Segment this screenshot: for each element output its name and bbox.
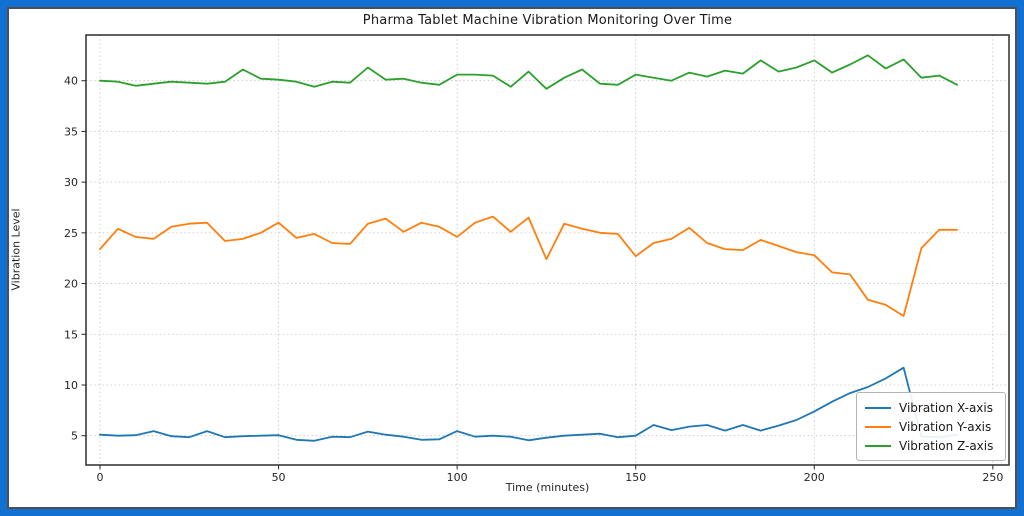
axes-spines — [85, 34, 1010, 466]
x-tick-label: 200 — [804, 471, 825, 484]
legend-label-x: Vibration X-axis — [899, 400, 993, 415]
legend-line-swatch-x — [865, 406, 891, 409]
line-vibration-x-axis — [99, 366, 958, 442]
x-tick-label: 250 — [982, 471, 1003, 484]
y-tick-label: 20 — [64, 278, 78, 291]
x-tick-label: 50 — [272, 471, 286, 484]
y-axis-label: Vibration Level — [9, 208, 23, 291]
y-tick-label: 40 — [64, 75, 78, 88]
y-tick-label: 5 — [71, 430, 78, 443]
legend-label-z: Vibration Z-axis — [899, 438, 994, 453]
y-tick-label: 35 — [64, 125, 78, 138]
line-vibration-z-axis — [99, 54, 958, 90]
line-vibration-y-axis — [99, 215, 958, 317]
x-axis-label: Time (minutes) — [505, 481, 590, 494]
y-tick-label: 25 — [64, 227, 78, 240]
y-tick-label: 10 — [64, 379, 78, 392]
legend-line-swatch-z — [865, 444, 891, 447]
legend-item-x: Vibration X-axis — [865, 398, 996, 417]
y-tick-label: 15 — [64, 328, 78, 341]
legend-label-y: Vibration Y-axis — [899, 419, 992, 434]
chart-title: Pharma Tablet Machine Vibration Monitori… — [362, 13, 733, 28]
legend-item-y: Vibration Y-axis — [865, 417, 996, 436]
x-tick-label: 150 — [625, 471, 646, 484]
x-tick-label: 100 — [447, 471, 468, 484]
legend-item-z: Vibration Z-axis — [865, 436, 996, 455]
legend: Vibration X-axis Vibration Y-axis Vibrat… — [856, 392, 1006, 461]
x-tick-label: 0 — [97, 471, 104, 484]
y-tick-label: 30 — [64, 176, 78, 189]
legend-line-swatch-y — [865, 425, 891, 428]
